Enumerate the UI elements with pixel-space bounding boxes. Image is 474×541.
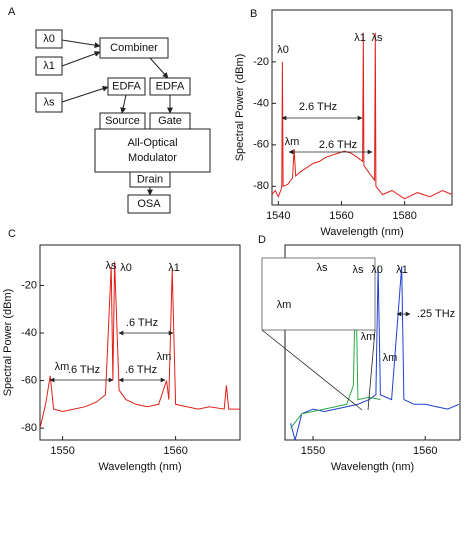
chart: B 1540 1560 1580 -20 -40 -60 -80 Wavelength (nm)… (234, 8, 453, 238)
node-label: λ1 (43, 60, 55, 72)
y-tick-label: -40 (21, 327, 37, 339)
spectrum-line (290, 271, 381, 429)
x-tick-label: 1550 (50, 445, 74, 457)
node-box (35, 29, 63, 49)
y-tick-label: -20 (21, 279, 37, 291)
annotation: λ1 (396, 264, 408, 276)
node-label: Modulator (128, 152, 177, 164)
node-label: λ0 (43, 33, 55, 45)
annotation: λ1 (354, 32, 366, 44)
arrow (120, 94, 127, 114)
annotation: λs (372, 32, 384, 44)
x-tick-label: 1560 (329, 210, 353, 222)
annotation: 2.6 THz (299, 101, 337, 113)
y-axis-label: Spectral Power (dBm) (2, 289, 14, 397)
annotation: λ0 (120, 262, 132, 274)
plot-area (290, 266, 460, 440)
annotation: λm (383, 352, 398, 364)
node-label: OSA (137, 198, 161, 210)
arrow (149, 57, 169, 79)
annotation: λm (277, 299, 292, 311)
annotation: λm (157, 351, 172, 363)
plot-frame (39, 244, 241, 441)
arrow (61, 85, 109, 103)
panel-label: A (8, 6, 16, 18)
annotation: λ0 (277, 44, 289, 56)
annotation: λs (317, 262, 329, 274)
node-label: λs (44, 96, 56, 108)
plot-frame (271, 9, 453, 206)
diagram: A λ0 λ1 Combiner EDFA EDFA λs Source Gat… (8, 6, 211, 214)
node-label: EDFA (112, 80, 141, 92)
x-tick-label: 1560 (413, 445, 437, 457)
y-tick-label: -60 (21, 374, 37, 386)
annotation: .25 THz (417, 308, 455, 320)
node-label: All-Optical (127, 137, 177, 149)
annotation: λm (361, 331, 376, 343)
node-label: Gate (158, 115, 182, 127)
x-axis-label: Wavelength (nm) (320, 226, 403, 238)
inset-frame (261, 257, 376, 331)
inset-connector (261, 329, 363, 411)
y-tick-label: -80 (253, 180, 269, 192)
x-tick-label: 1550 (301, 445, 325, 457)
annotation: λm (55, 361, 70, 373)
y-axis-label: Spectral Power (dBm) (234, 54, 246, 162)
annotation: .6 THz (68, 364, 100, 376)
panel-label: B (250, 8, 257, 20)
y-tick-label: -20 (253, 56, 269, 68)
node-box (35, 92, 63, 113)
y-tick-label: -60 (253, 139, 269, 151)
x-tick-label: 1560 (163, 445, 187, 457)
annotation: .6 THz (126, 317, 158, 329)
x-axis-label: Wavelength (nm) (331, 461, 414, 473)
plot-area (40, 261, 240, 429)
annotation: 2.6 THz (319, 139, 357, 151)
chart: C 1550 1560 -20 -40 -60 -80 Wavelength (nm) Spec… (2, 228, 241, 473)
x-axis-label: Wavelength (nm) (98, 461, 181, 473)
arrow (61, 51, 101, 67)
node-label: Drain (137, 173, 163, 185)
annotation: λs (353, 264, 365, 276)
y-tick-label: -40 (253, 97, 269, 109)
node-box (94, 128, 211, 173)
y-tick-label: -80 (21, 422, 37, 434)
annotation: λ1 (168, 262, 180, 274)
node-label: EDFA (156, 80, 185, 92)
node-label: Source (105, 115, 140, 127)
annotation: λ0 (371, 264, 383, 276)
panel-label: C (8, 228, 16, 240)
spectrum-line (290, 266, 460, 440)
x-tick-label: 1580 (392, 210, 416, 222)
inset-connector (367, 329, 376, 411)
annotation: λm (285, 136, 300, 148)
arrow (61, 39, 101, 49)
annotation: λs (106, 260, 118, 272)
spectrum-line (40, 261, 240, 429)
panel-label: D (258, 234, 266, 246)
annotation: .6 THz (125, 364, 157, 376)
node-label: Combiner (110, 42, 158, 54)
x-tick-label: 1540 (266, 210, 290, 222)
